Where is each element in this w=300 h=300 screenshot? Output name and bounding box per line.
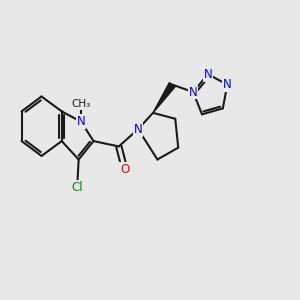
Text: Cl: Cl (71, 181, 83, 194)
Text: N: N (134, 123, 142, 136)
Text: N: N (204, 68, 212, 81)
Polygon shape (153, 82, 175, 113)
Text: N: N (223, 78, 232, 91)
Text: N: N (77, 115, 85, 128)
Text: N: N (189, 85, 197, 98)
Text: CH₃: CH₃ (71, 99, 91, 109)
Text: O: O (120, 163, 129, 176)
